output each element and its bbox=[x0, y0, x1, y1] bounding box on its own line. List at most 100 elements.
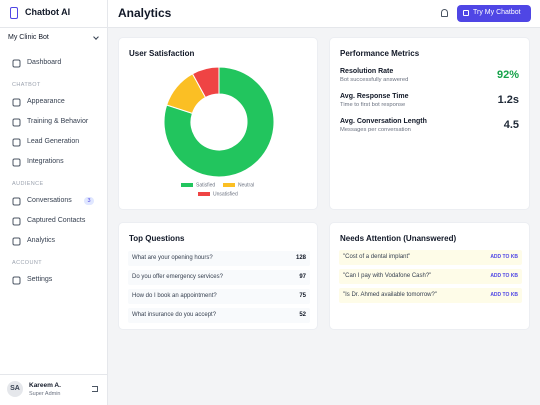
nav-icon bbox=[12, 276, 21, 285]
legend-swatch bbox=[223, 183, 235, 187]
metric-value: 1.2s bbox=[497, 94, 519, 106]
nav-icon bbox=[12, 197, 21, 206]
nav-item[interactable]: Captured Contacts bbox=[6, 214, 102, 228]
legend-label: Unsatisfied bbox=[213, 191, 238, 197]
metric-label: Avg. Response Time bbox=[340, 93, 409, 100]
metric-sub: Bot successfully answered bbox=[340, 77, 409, 83]
icon-shape bbox=[12, 59, 21, 68]
question-text: How do I book an appointment? bbox=[132, 293, 217, 299]
legend-swatch bbox=[181, 183, 193, 187]
card: User Satisfaction Satisfied Neutral Unsatis… bbox=[118, 37, 318, 210]
try-button[interactable]: Try My Chatbot bbox=[457, 5, 531, 22]
attention-text: "Is Dr. Ahmed available tomorrow?" bbox=[343, 292, 437, 298]
nav-item[interactable]: Settings bbox=[6, 273, 102, 287]
icon-shape bbox=[12, 98, 21, 107]
attention-row: "Cost of a dental implant" ADD TO KB bbox=[339, 250, 522, 265]
button-icon bbox=[463, 10, 469, 16]
nav-label: Conversations bbox=[27, 197, 72, 204]
card-title: Performance Metrics bbox=[340, 49, 420, 58]
nav-label: Training & Behavior bbox=[27, 118, 89, 125]
nav-item[interactable]: Appearance bbox=[6, 95, 102, 109]
icon-shape bbox=[12, 197, 21, 206]
sidebar: Chatbot AI My Clinic Bot Dashboard CHATBOT A… bbox=[0, 0, 108, 405]
nav-icon bbox=[12, 217, 21, 226]
nav-item[interactable]: Lead Generation bbox=[6, 135, 102, 149]
question-row: How do I book an appointment? 75 bbox=[128, 289, 310, 304]
donut-segment bbox=[163, 66, 275, 178]
nav-label: Captured Contacts bbox=[27, 217, 86, 224]
question-row: What are your opening hours? 128 bbox=[128, 251, 310, 266]
header: Analytics Try My Chatbot bbox=[108, 0, 540, 28]
logout-icon[interactable] bbox=[92, 386, 98, 392]
card-title: Top Questions bbox=[129, 234, 185, 243]
user-name: Kareem A. bbox=[29, 382, 61, 389]
nav-label: Lead Generation bbox=[27, 138, 80, 145]
attention-text: "Cost of a dental implant" bbox=[343, 254, 411, 260]
logo-icon bbox=[10, 7, 18, 19]
metric-value: 4.5 bbox=[503, 119, 519, 131]
bell[interactable] bbox=[441, 9, 448, 17]
card: Needs Attention (Unanswered) "Cost of a d… bbox=[329, 222, 530, 330]
metric-label: Resolution Rate bbox=[340, 68, 394, 75]
nav-icon bbox=[12, 98, 21, 107]
question-count: 75 bbox=[299, 293, 306, 299]
button-label: Try My Chatbot bbox=[473, 9, 521, 16]
icon-shape bbox=[12, 158, 21, 167]
question-row: Do you offer emergency services? 97 bbox=[128, 270, 310, 285]
add-to-kb[interactable]: ADD TO KB bbox=[490, 273, 518, 279]
metric-label: Avg. Conversation Length bbox=[340, 118, 427, 125]
nav-label: Analytics bbox=[27, 237, 56, 244]
add-to-kb[interactable]: ADD TO KB bbox=[490, 292, 518, 298]
nav-item[interactable]: Conversations 3 bbox=[6, 194, 102, 208]
donut-segment bbox=[191, 66, 220, 99]
nav-label: Appearance bbox=[27, 98, 65, 105]
add-to-kb[interactable]: ADD TO KB bbox=[490, 254, 518, 260]
metric-value: 92% bbox=[496, 69, 519, 81]
bot-select[interactable]: My Clinic Bot bbox=[8, 33, 102, 46]
nav-icon bbox=[12, 158, 21, 167]
card-title: Needs Attention (Unanswered) bbox=[340, 234, 457, 243]
divider bbox=[0, 374, 108, 375]
card: Top Questions What are your opening hours… bbox=[118, 222, 318, 330]
nav-label: Settings bbox=[27, 276, 53, 283]
nav-icon bbox=[12, 118, 21, 127]
question-text: What are your opening hours? bbox=[132, 255, 213, 261]
bot-select-label: My Clinic Bot bbox=[8, 34, 49, 41]
badge: 3 bbox=[84, 197, 94, 205]
attention-text: "Can I pay with Vodafone Cash?" bbox=[343, 273, 432, 279]
question-count: 97 bbox=[299, 274, 306, 280]
section-heading: CHATBOT bbox=[12, 82, 41, 88]
nav-item[interactable]: Integrations bbox=[6, 155, 102, 169]
question-text: Do you offer emergency services? bbox=[132, 274, 223, 280]
nav-item[interactable]: Analytics bbox=[6, 234, 102, 248]
section-heading: ACCOUNT bbox=[12, 260, 42, 266]
user-role: Super Admin bbox=[29, 391, 61, 397]
question-count: 128 bbox=[295, 255, 306, 261]
chevron bbox=[93, 34, 99, 40]
page-title: Analytics bbox=[118, 6, 172, 20]
metric-sub: Messages per conversation bbox=[340, 127, 411, 133]
nav-label: Integrations bbox=[27, 158, 64, 165]
legend-label: Neutral bbox=[238, 182, 254, 188]
icon-shape bbox=[12, 217, 21, 226]
divider bbox=[0, 27, 108, 28]
icon-shape bbox=[12, 237, 21, 246]
attention-row: "Can I pay with Vodafone Cash?" ADD TO KB bbox=[339, 269, 522, 284]
icon-shape bbox=[12, 276, 21, 285]
nav-item[interactable]: Training & Behavior bbox=[6, 115, 102, 129]
metric-sub: Time to first bot response bbox=[340, 102, 406, 108]
legend-swatch bbox=[198, 192, 210, 196]
nav-item[interactable]: Dashboard bbox=[6, 56, 102, 70]
question-row: What insurance do you accept? 52 bbox=[128, 308, 310, 323]
icon-shape bbox=[12, 138, 21, 147]
avatar: SA bbox=[7, 381, 23, 397]
nav-icon bbox=[12, 237, 21, 246]
section-heading: AUDIENCE bbox=[12, 181, 44, 187]
card-title: User Satisfaction bbox=[129, 49, 195, 58]
nav-icon bbox=[12, 138, 21, 147]
question-text: What insurance do you accept? bbox=[132, 312, 217, 318]
nav-label: Dashboard bbox=[27, 59, 62, 66]
icon-shape bbox=[12, 118, 21, 127]
